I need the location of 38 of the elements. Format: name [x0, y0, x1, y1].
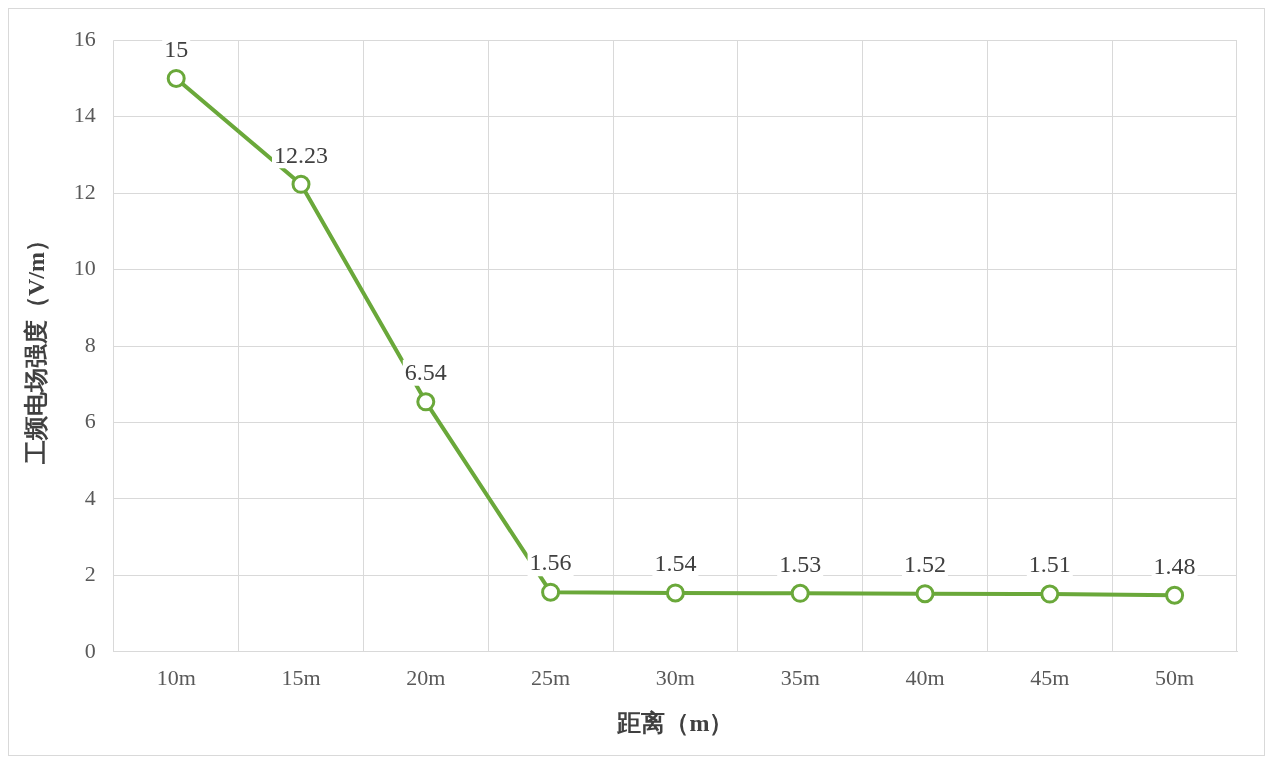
- point: [1165, 585, 1185, 605]
- data-label: 6.54: [404, 359, 447, 386]
- x-tick-label: 15m: [281, 664, 321, 690]
- y-tick-label: 0: [84, 637, 96, 663]
- data-label: 12.23: [274, 141, 328, 168]
- point: [291, 174, 311, 194]
- x-tick-label: 35m: [780, 664, 820, 690]
- y-tick-label: 10: [73, 255, 96, 281]
- y-tick-label: 8: [84, 331, 96, 357]
- point: [790, 583, 810, 603]
- data-label: 1.56: [529, 549, 572, 576]
- y-tick-label: 6: [84, 408, 96, 434]
- data-label: 1.52: [904, 550, 946, 577]
- y-tick-label: 14: [73, 102, 96, 128]
- x-axis-title: 距离（m）: [616, 709, 734, 736]
- x-tick-label: 20m: [406, 664, 446, 690]
- y-tick-label: 4: [84, 484, 96, 510]
- data-label: 1.51: [1028, 551, 1071, 578]
- point: [665, 583, 685, 603]
- data-label: 15: [164, 35, 189, 62]
- data-label: 1.54: [654, 550, 697, 577]
- x-tick-label: 45m: [1030, 664, 1070, 690]
- point: [1040, 584, 1060, 604]
- x-tick-label: 25m: [531, 664, 571, 690]
- data-label: 1.48: [1153, 552, 1196, 579]
- y-axis-title: 工频电场强度（V/m）: [22, 228, 49, 465]
- y-tick-label: 12: [73, 178, 96, 204]
- y-tick-label: 16: [73, 25, 96, 51]
- point: [166, 68, 186, 88]
- x-tick-label: 30m: [655, 664, 695, 690]
- point: [915, 584, 935, 604]
- x-tick-label: 10m: [156, 664, 196, 690]
- x-tick-label: 40m: [905, 664, 945, 690]
- point: [541, 582, 561, 602]
- x-tick-label: 50m: [1155, 664, 1195, 690]
- data-label: 1.53: [779, 550, 822, 577]
- y-tick-label: 2: [84, 561, 96, 587]
- point: [416, 392, 436, 412]
